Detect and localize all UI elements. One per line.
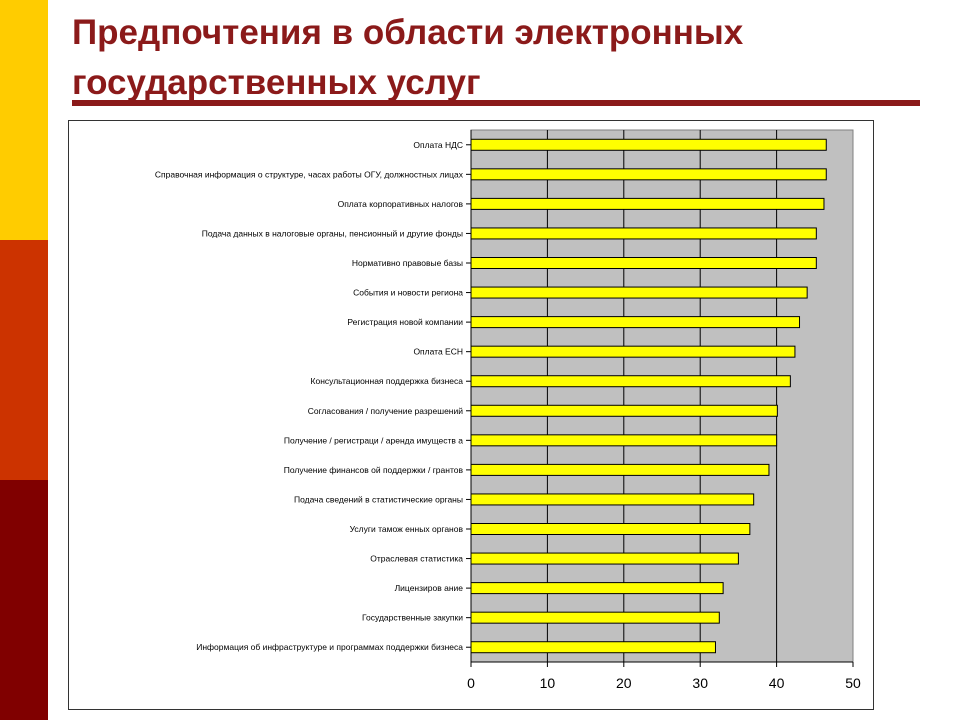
category-label: Информация об инфраструктуре и программа… (196, 642, 463, 652)
category-label: Подача сведений в статистические органы (294, 494, 463, 504)
bar (470, 404, 778, 417)
slide-title-line-2: государственных услуг (72, 63, 481, 102)
x-tick-label: 10 (540, 675, 556, 691)
category-label: Подача данных в налоговые органы, пенсио… (202, 228, 463, 238)
bar (470, 552, 739, 565)
chart-frame: 0 10 20 30 40 50 Оплата НДС Справочная информац… (68, 120, 874, 710)
category-label: Консультационная поддержка бизнеса (311, 376, 464, 386)
bar (470, 582, 724, 595)
x-tick-label: 30 (692, 675, 708, 691)
slide-title: Предпочтения в области электронных госуд… (72, 8, 932, 108)
title-underline (72, 100, 920, 106)
bar (470, 434, 778, 447)
bar (470, 375, 791, 388)
category-label: Согласования / получение разрешений (308, 406, 464, 416)
category-label: Услуги тамож енных органов (350, 524, 464, 534)
bar (470, 316, 801, 329)
category-label: Государственные закупки (362, 613, 463, 623)
x-tick-label: 20 (616, 675, 632, 691)
bar (470, 197, 825, 210)
category-label: Справочная информация о структуре, часах… (155, 169, 464, 179)
bar-chart: 0 10 20 30 40 50 Оплата НДС Справочная информац… (155, 129, 861, 691)
bar (470, 138, 827, 151)
bar (470, 463, 770, 476)
category-label: Получение финансов ой поддержки / гранто… (284, 465, 464, 475)
bar (470, 286, 808, 299)
bar (470, 493, 755, 506)
x-tick-label: 0 (467, 675, 475, 691)
category-label: Регистрация новой компании (347, 317, 463, 327)
bar (470, 345, 796, 358)
bar (470, 523, 751, 535)
category-label: Оплата ЕСН (413, 347, 463, 357)
side-band-red (0, 480, 48, 720)
x-tick-label: 50 (845, 675, 861, 691)
bar (470, 257, 817, 269)
bar (470, 611, 720, 624)
bar (470, 641, 716, 654)
category-label: Оплата корпоративных налогов (338, 199, 464, 209)
category-label: Нормативно правовые базы (352, 258, 463, 268)
x-tick-label: 40 (769, 675, 785, 691)
plot-area (470, 129, 854, 663)
category-label: События и новости региона (353, 288, 463, 298)
category-label: Отраслевая статистика (370, 554, 463, 564)
category-label: Оплата НДС (413, 140, 463, 150)
category-label: Лицензиров ание (395, 583, 464, 593)
side-band-yellow (0, 0, 48, 240)
category-label: Получение / регистраци / аренда имуществ… (284, 435, 463, 445)
side-band-orange (0, 240, 48, 480)
bar (470, 168, 827, 181)
slide-title-line-1: Предпочтения в области электронных (72, 13, 744, 52)
bar (470, 227, 817, 240)
